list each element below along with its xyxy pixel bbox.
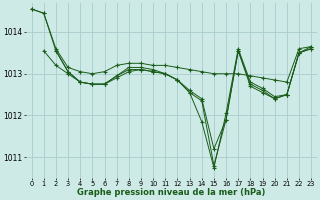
X-axis label: Graphe pression niveau de la mer (hPa): Graphe pression niveau de la mer (hPa) xyxy=(77,188,266,197)
